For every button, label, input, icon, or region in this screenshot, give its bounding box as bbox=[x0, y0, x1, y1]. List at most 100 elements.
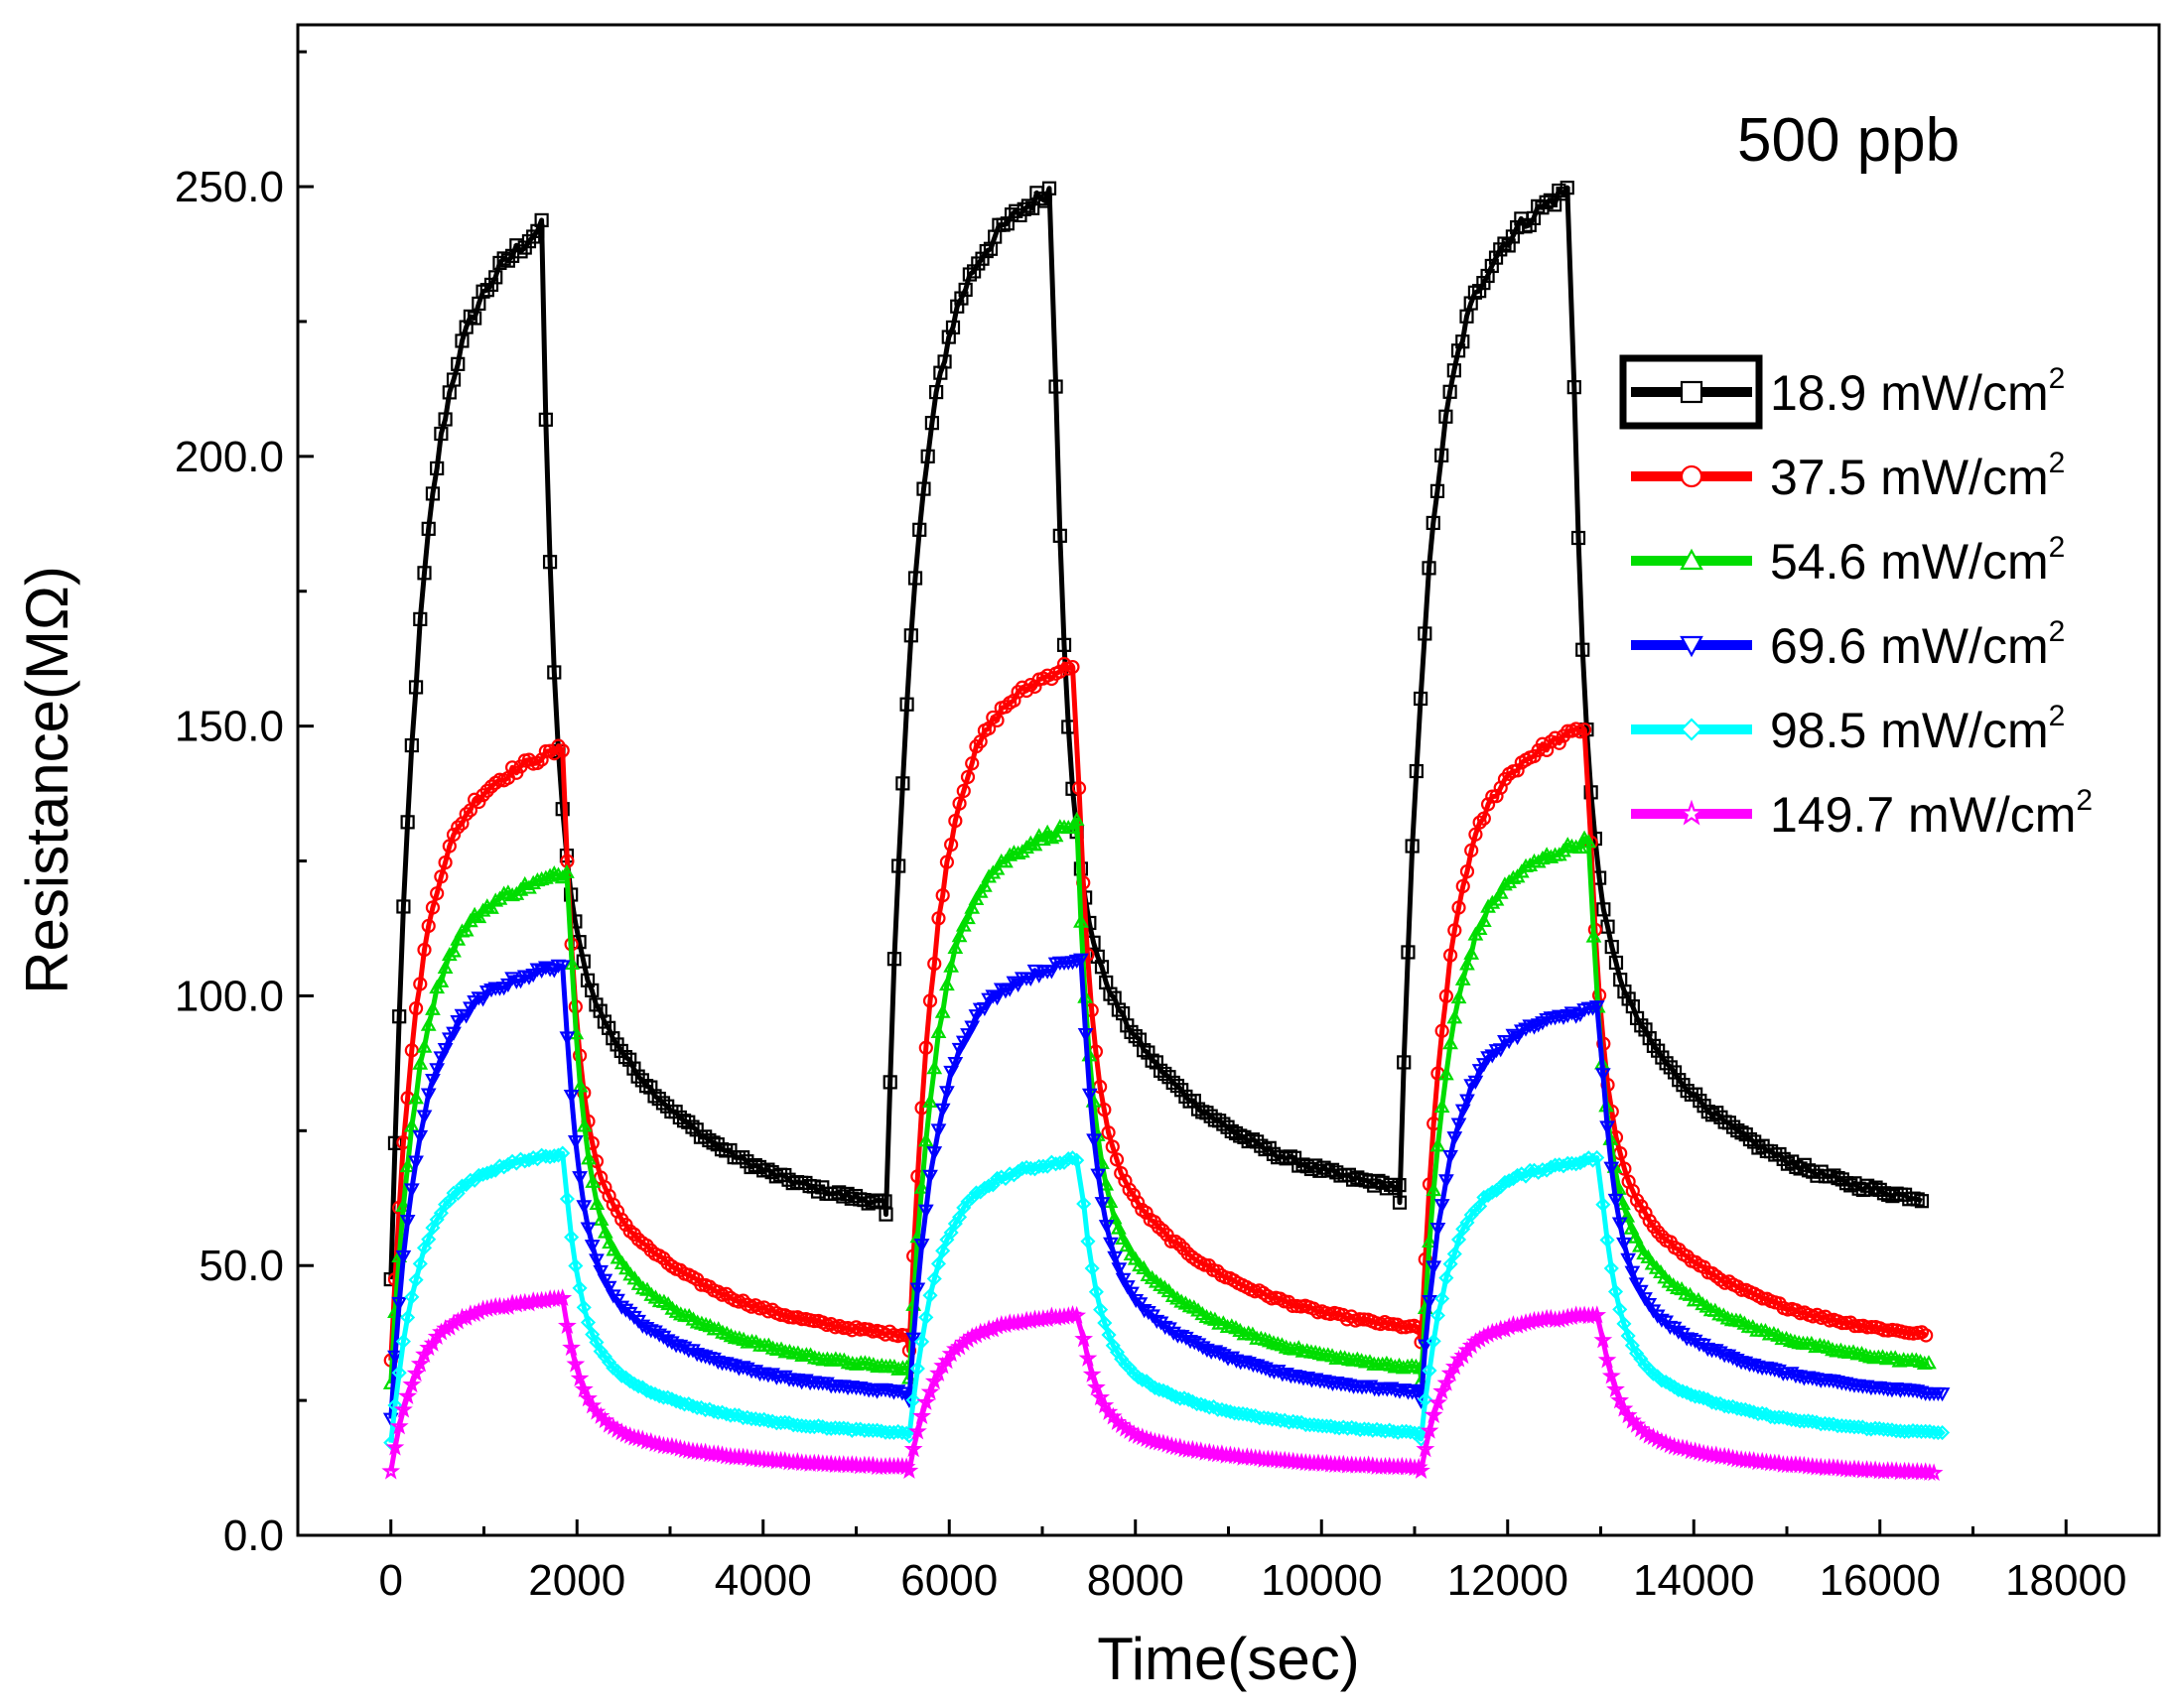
data-point bbox=[971, 256, 986, 271]
data-point bbox=[1921, 1355, 1937, 1370]
data-point bbox=[1779, 1410, 1796, 1426]
data-point bbox=[1147, 1380, 1162, 1395]
data-point bbox=[617, 1303, 634, 1318]
data-point bbox=[879, 1207, 893, 1222]
data-point bbox=[1002, 847, 1019, 861]
data-point bbox=[756, 1411, 772, 1427]
legend-item: 37.5 mW/cm2 bbox=[1631, 447, 2065, 505]
data-point bbox=[1429, 1307, 1445, 1324]
data-point bbox=[433, 973, 450, 987]
data-point bbox=[496, 251, 511, 266]
data-point bbox=[1082, 1365, 1102, 1382]
series-149.7-mw-cm2 bbox=[381, 1288, 1944, 1482]
data-point bbox=[1704, 1108, 1720, 1122]
data-point bbox=[408, 680, 424, 695]
data-point bbox=[1788, 1412, 1804, 1428]
data-point bbox=[638, 1079, 654, 1094]
data-point bbox=[1584, 1152, 1601, 1168]
data-point bbox=[891, 858, 906, 873]
data-point bbox=[1721, 1116, 1736, 1130]
data-point bbox=[1397, 1055, 1412, 1070]
data-point bbox=[651, 1388, 667, 1404]
data-point bbox=[939, 1086, 955, 1101]
data-point bbox=[1510, 763, 1525, 778]
data-point bbox=[1290, 1414, 1305, 1430]
data-point bbox=[1043, 965, 1060, 980]
data-point bbox=[1178, 1089, 1193, 1105]
data-point bbox=[1199, 1343, 1215, 1359]
data-point bbox=[438, 1197, 454, 1213]
data-point bbox=[1074, 1329, 1094, 1348]
data-point bbox=[1826, 1416, 1841, 1432]
data-point bbox=[555, 743, 570, 758]
data-point bbox=[1667, 1065, 1683, 1080]
data-point bbox=[547, 745, 562, 761]
data-point bbox=[1484, 1184, 1500, 1200]
data-point bbox=[890, 1423, 906, 1440]
data-point bbox=[1067, 1305, 1087, 1324]
data-point bbox=[1472, 284, 1487, 299]
data-point bbox=[1438, 1066, 1454, 1081]
data-point bbox=[1891, 1353, 1908, 1368]
data-point bbox=[924, 1371, 944, 1390]
data-point bbox=[1720, 1398, 1736, 1414]
data-point bbox=[685, 1119, 700, 1134]
data-point bbox=[437, 959, 454, 974]
data-point bbox=[393, 1399, 413, 1418]
data-point bbox=[1141, 1306, 1156, 1321]
data-point bbox=[1547, 197, 1562, 212]
data-point bbox=[912, 522, 927, 537]
legend-marker bbox=[1680, 718, 1703, 741]
series-98.5-mw-cm2 bbox=[383, 1145, 1951, 1451]
plot-frame bbox=[296, 23, 2161, 1537]
data-point bbox=[1010, 978, 1026, 992]
data-point bbox=[975, 251, 990, 266]
data-point bbox=[446, 1026, 462, 1041]
data-point bbox=[1433, 1199, 1450, 1214]
data-point bbox=[455, 333, 470, 348]
data-point bbox=[1418, 1391, 1433, 1407]
data-point bbox=[1172, 1237, 1187, 1252]
data-point bbox=[849, 1356, 865, 1371]
data-point bbox=[1052, 664, 1067, 679]
data-point bbox=[1163, 1386, 1179, 1402]
data-point bbox=[1307, 1373, 1324, 1387]
data-point bbox=[1084, 1260, 1100, 1276]
data-point bbox=[413, 611, 428, 626]
data-point bbox=[1442, 384, 1457, 399]
data-point bbox=[993, 983, 1010, 997]
data-point bbox=[1119, 1238, 1136, 1252]
data-point bbox=[1612, 1301, 1628, 1317]
x-tick-label: 8000 bbox=[1087, 1556, 1184, 1605]
data-point bbox=[1002, 983, 1019, 997]
data-point bbox=[580, 1222, 597, 1237]
legend-marker bbox=[1680, 380, 1703, 404]
data-point bbox=[1459, 309, 1474, 324]
data-point bbox=[698, 1402, 714, 1418]
data-point bbox=[1080, 1234, 1096, 1249]
data-point bbox=[483, 277, 499, 292]
legend-highlight-box bbox=[1619, 354, 1763, 430]
data-point bbox=[1476, 811, 1491, 826]
data-point bbox=[1094, 1197, 1111, 1212]
data-point bbox=[1422, 561, 1436, 576]
data-point bbox=[410, 1354, 430, 1373]
data-point bbox=[500, 978, 516, 993]
data-point bbox=[1924, 1463, 1944, 1482]
data-point bbox=[1258, 1141, 1273, 1157]
data-point bbox=[534, 212, 549, 227]
legend-marker bbox=[1680, 635, 1703, 658]
data-point bbox=[1087, 1378, 1106, 1396]
data-point bbox=[1090, 949, 1105, 964]
data-point bbox=[459, 320, 474, 334]
data-point bbox=[1755, 1291, 1770, 1306]
data-point bbox=[1254, 1138, 1269, 1153]
data-point bbox=[1642, 1031, 1657, 1046]
data-point bbox=[643, 1080, 658, 1095]
data-point bbox=[1033, 191, 1048, 206]
data-point bbox=[1078, 1348, 1098, 1367]
data-point bbox=[647, 1386, 663, 1402]
data-point bbox=[430, 460, 445, 476]
data-point bbox=[562, 1338, 581, 1357]
data-point bbox=[1834, 1315, 1849, 1331]
